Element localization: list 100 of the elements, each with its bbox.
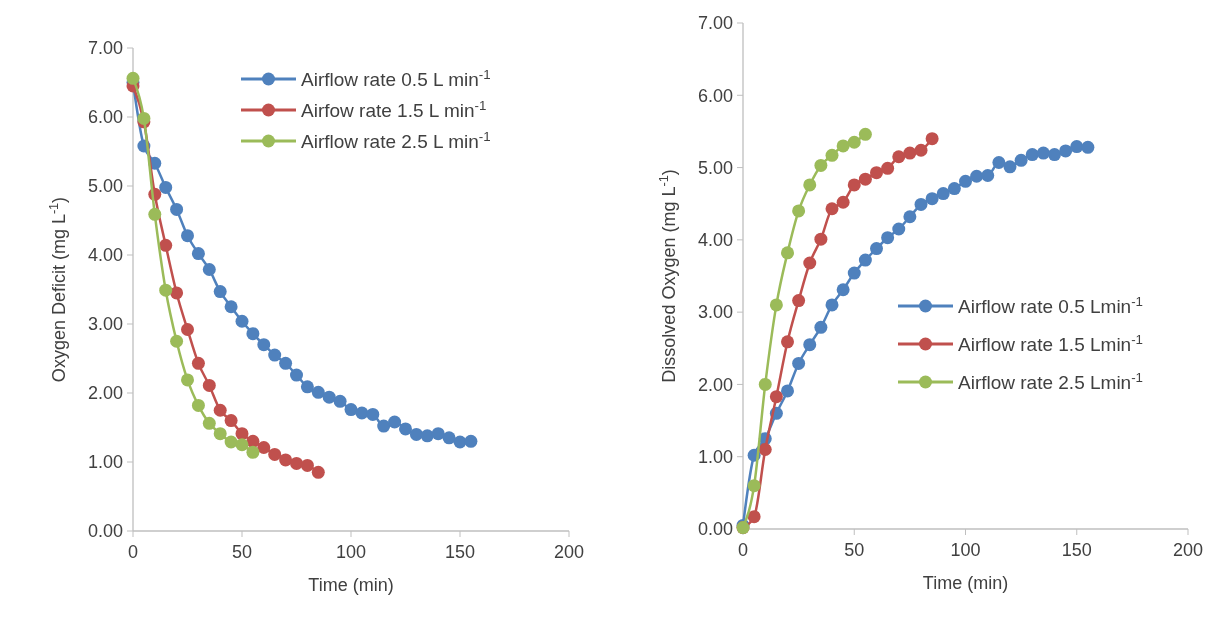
- point: [1070, 140, 1084, 154]
- legend-label: Airflow rate 0.5 Lmin$^{-1}$: [958, 293, 1144, 317]
- point: [213, 403, 227, 417]
- point: [858, 127, 872, 141]
- point: [170, 202, 184, 216]
- point: [903, 210, 917, 224]
- point: [191, 247, 205, 261]
- y-tick-label: 6.00: [697, 85, 733, 106]
- x-tick-label: 0: [737, 540, 749, 560]
- point: [1081, 140, 1095, 154]
- legend-label: Airflow rate 2.5 L min$^{-1}$: [301, 128, 491, 152]
- point: [847, 135, 861, 149]
- point: [126, 71, 140, 85]
- point: [159, 238, 173, 252]
- x-tick-label: 50: [231, 542, 253, 562]
- point: [825, 202, 839, 216]
- point: [202, 416, 216, 430]
- point: [870, 166, 883, 180]
- point: [769, 298, 783, 312]
- point: [1059, 144, 1073, 158]
- point: [399, 422, 412, 436]
- point: [758, 442, 772, 456]
- point: [235, 427, 249, 441]
- point: [892, 222, 906, 236]
- point: [377, 419, 391, 433]
- y-tick-label: 1.00: [87, 452, 123, 473]
- point: [442, 431, 456, 445]
- legend-label: Airflow rate 2.5 Lmin$^{-1}$: [958, 369, 1144, 393]
- x-tick-label: 50: [844, 540, 865, 560]
- point: [925, 192, 939, 206]
- point: [268, 447, 282, 461]
- point: [170, 286, 184, 300]
- point: [290, 368, 303, 382]
- x-tick-label: 200: [553, 542, 585, 562]
- y-tick-label: 5.00: [87, 176, 123, 197]
- point: [246, 327, 260, 341]
- point: [159, 283, 173, 297]
- point: [814, 320, 828, 334]
- point: [836, 283, 850, 297]
- point: [836, 139, 850, 153]
- point: [224, 435, 238, 449]
- point: [224, 414, 238, 428]
- point: [311, 465, 325, 479]
- point: [947, 182, 961, 196]
- point: [300, 458, 314, 472]
- y-tick-label: 2.00: [87, 383, 123, 404]
- point: [792, 294, 806, 308]
- point: [781, 246, 794, 260]
- point: [213, 427, 227, 441]
- point: [758, 377, 772, 391]
- point: [344, 403, 358, 417]
- point: [202, 378, 216, 392]
- point: [388, 415, 402, 429]
- point: [792, 204, 806, 218]
- point: [1048, 148, 1061, 162]
- point: [333, 394, 347, 408]
- point: [814, 232, 828, 246]
- point: [981, 169, 995, 183]
- point: [257, 441, 271, 455]
- point: [892, 150, 906, 164]
- point: [420, 429, 434, 443]
- point: [235, 438, 249, 452]
- point: [858, 172, 872, 186]
- point: [311, 385, 325, 399]
- point: [836, 195, 850, 209]
- y-tick-label: 2.00: [697, 374, 733, 395]
- x-tick-label: 100: [950, 540, 981, 560]
- y-tick-label: 6.00: [87, 107, 123, 128]
- point: [181, 229, 194, 243]
- y-tick-label: 0.00: [87, 521, 123, 542]
- point: [803, 256, 817, 270]
- point: [903, 146, 917, 160]
- point: [246, 445, 260, 459]
- y-tick-label: 3.00: [697, 302, 733, 323]
- point: [464, 434, 478, 448]
- point: [925, 132, 939, 146]
- point: [322, 390, 336, 404]
- point: [747, 510, 761, 524]
- x-tick-label: 100: [335, 542, 367, 562]
- point: [409, 427, 423, 441]
- point: [170, 334, 184, 348]
- point: [769, 390, 783, 404]
- point: [1003, 160, 1017, 174]
- y-tick-label: 7.00: [697, 13, 733, 34]
- point: [914, 197, 928, 211]
- point: [137, 111, 151, 125]
- point: [159, 180, 173, 194]
- point: [191, 398, 205, 412]
- point: [213, 285, 227, 299]
- legend-label: Airflow rate 0.5 L min$^{-1}$: [301, 66, 491, 90]
- point: [881, 161, 895, 175]
- point: [1036, 146, 1050, 160]
- point: [224, 300, 238, 314]
- point: [814, 158, 828, 172]
- point: [268, 348, 282, 362]
- y-tick-label: 4.00: [87, 245, 123, 266]
- point: [781, 384, 794, 398]
- point: [803, 178, 817, 192]
- x-tick-label: 0: [127, 542, 139, 562]
- y-tick-label: 3.00: [87, 314, 123, 335]
